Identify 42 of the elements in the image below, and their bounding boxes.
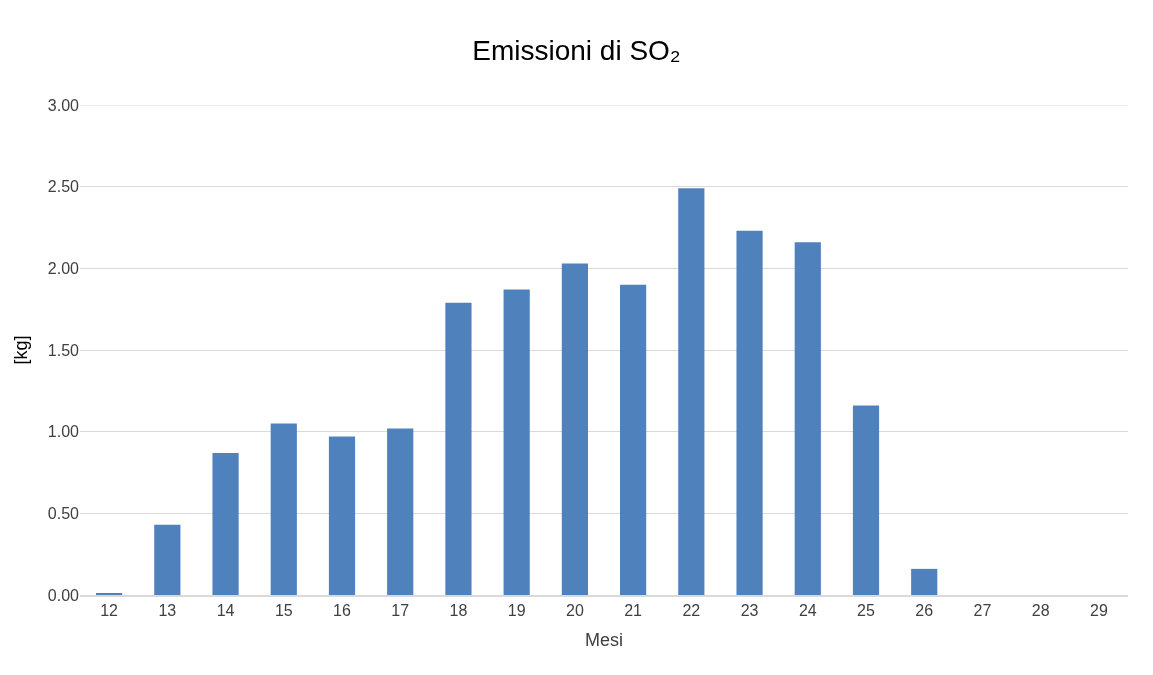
y-tick-label: 0.50: [47, 504, 80, 522]
x-tick-label: 18: [449, 601, 468, 619]
bar: [387, 428, 414, 595]
x-tick-label: 28: [1031, 601, 1050, 619]
x-tick-label: 24: [798, 601, 817, 619]
x-tick-label: 20: [565, 601, 584, 619]
x-tick-label: 13: [158, 601, 177, 619]
bar: [154, 524, 181, 595]
bar: [561, 263, 588, 595]
x-axis-title: Mesi: [584, 629, 624, 650]
x-tick-label: 16: [333, 601, 351, 619]
bar: [620, 284, 647, 595]
x-tick-label: 19: [507, 601, 526, 619]
y-tick-label: 1.50: [47, 341, 80, 359]
x-tick-label: 22: [682, 601, 701, 619]
y-tick-label: 1.00: [47, 423, 80, 441]
bar: [328, 436, 356, 595]
x-tick-label: 27: [973, 601, 992, 619]
chart-title: Emissioni di SO₂: [472, 35, 681, 67]
bar: [445, 302, 472, 595]
y-tick-label: 3.00: [47, 96, 80, 114]
y-tick-label: 0.00: [47, 586, 80, 604]
y-tick-label: 2.00: [47, 259, 80, 277]
x-tick-label: 29: [1089, 601, 1108, 619]
x-tick-label: 14: [216, 601, 235, 619]
x-tick-label: 17: [391, 601, 410, 619]
y-tick-label: 2.50: [47, 178, 80, 196]
bar: [212, 452, 239, 595]
bar: [270, 423, 297, 595]
bar: [678, 188, 705, 595]
x-tick-label: 21: [624, 601, 643, 619]
y-axis-title: [kg]: [11, 335, 32, 365]
x-tick-label: 25: [857, 601, 875, 619]
x-tick-label: 12: [100, 601, 119, 619]
x-tick-label: 26: [915, 601, 934, 619]
x-tick-label: 23: [740, 601, 759, 619]
bar: [503, 289, 530, 595]
bar: [794, 242, 821, 595]
bar: [852, 405, 880, 595]
bar: [911, 568, 938, 595]
x-tick-label: 15: [274, 601, 293, 619]
bar: [736, 230, 763, 595]
